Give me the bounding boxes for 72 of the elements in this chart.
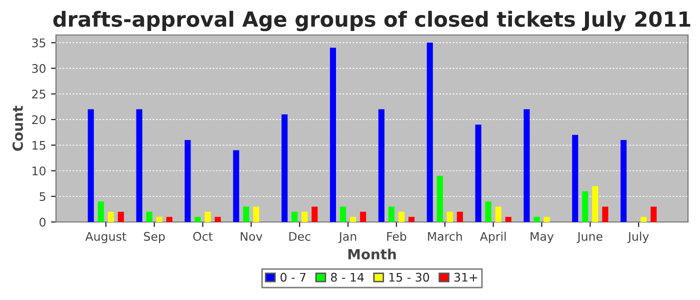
bar bbox=[302, 212, 308, 222]
chart-title: drafts-approval Age groups of closed tickets July 2011 bbox=[53, 10, 690, 32]
bar bbox=[166, 216, 172, 222]
bar bbox=[456, 212, 463, 222]
x-tick-label: Feb bbox=[387, 232, 406, 241]
bar bbox=[350, 216, 356, 222]
bar bbox=[156, 216, 162, 222]
y-tick-label: 10 bbox=[32, 166, 46, 176]
bar bbox=[582, 191, 588, 222]
x-tick-label: May bbox=[530, 232, 554, 244]
y-tick-label: 20 bbox=[32, 115, 46, 124]
x-tick-label: Oct bbox=[193, 232, 213, 241]
bar bbox=[184, 140, 191, 222]
x-tick-label: July bbox=[627, 232, 649, 244]
bar bbox=[620, 140, 627, 222]
bar bbox=[485, 202, 492, 222]
x-tick-label: June bbox=[576, 232, 602, 244]
bar bbox=[292, 212, 298, 222]
bar bbox=[204, 212, 211, 222]
bar bbox=[136, 109, 142, 222]
bar bbox=[388, 206, 394, 222]
bar bbox=[640, 216, 647, 222]
y-tick-label: 35 bbox=[32, 38, 46, 48]
y-tick-label: 30 bbox=[32, 64, 46, 73]
bar bbox=[108, 212, 114, 222]
legend-label: 31+ bbox=[454, 272, 478, 282]
bar bbox=[436, 176, 443, 222]
bar bbox=[650, 206, 657, 222]
bar bbox=[98, 202, 104, 222]
x-tick-label: April bbox=[480, 232, 506, 244]
y-axis-title: Count bbox=[12, 106, 24, 151]
legend-label: 15 - 30 bbox=[389, 272, 430, 282]
bar bbox=[88, 109, 94, 222]
bar bbox=[475, 124, 482, 222]
bar bbox=[408, 216, 415, 222]
bar bbox=[253, 206, 260, 222]
bar bbox=[544, 216, 550, 222]
bar bbox=[243, 206, 250, 222]
bar bbox=[118, 212, 124, 222]
bar bbox=[495, 206, 502, 222]
bar bbox=[146, 212, 152, 222]
bar bbox=[524, 109, 530, 222]
x-tick-label: August bbox=[85, 232, 126, 244]
bar bbox=[214, 216, 221, 222]
y-tick-label: 25 bbox=[32, 90, 46, 99]
x-tick-label: Dec bbox=[289, 232, 310, 241]
bar bbox=[398, 212, 404, 222]
y-tick-label: 0 bbox=[40, 218, 46, 227]
bar bbox=[602, 206, 608, 222]
x-tick-label: Nov bbox=[240, 232, 262, 241]
bar bbox=[330, 48, 336, 222]
y-tick-label: 5 bbox=[40, 192, 46, 202]
bar bbox=[360, 212, 366, 222]
bar bbox=[592, 186, 598, 222]
bar bbox=[282, 114, 288, 222]
legend-label: 0 - 7 bbox=[280, 272, 306, 282]
bar bbox=[194, 216, 201, 222]
x-tick-label: Sep bbox=[144, 232, 165, 244]
bar bbox=[426, 42, 433, 222]
y-tick-label: 15 bbox=[32, 141, 46, 150]
bar bbox=[534, 216, 540, 222]
bar bbox=[572, 134, 578, 222]
x-tick-label: March bbox=[428, 232, 462, 241]
bar bbox=[378, 109, 384, 222]
legend-label: 8 - 14 bbox=[330, 272, 364, 282]
bar bbox=[446, 212, 453, 222]
bar bbox=[312, 206, 318, 222]
bar bbox=[233, 150, 240, 222]
x-axis-title: Month bbox=[348, 248, 396, 260]
bar bbox=[505, 216, 512, 222]
x-tick-label: Jan bbox=[338, 232, 356, 244]
bar bbox=[340, 206, 346, 222]
